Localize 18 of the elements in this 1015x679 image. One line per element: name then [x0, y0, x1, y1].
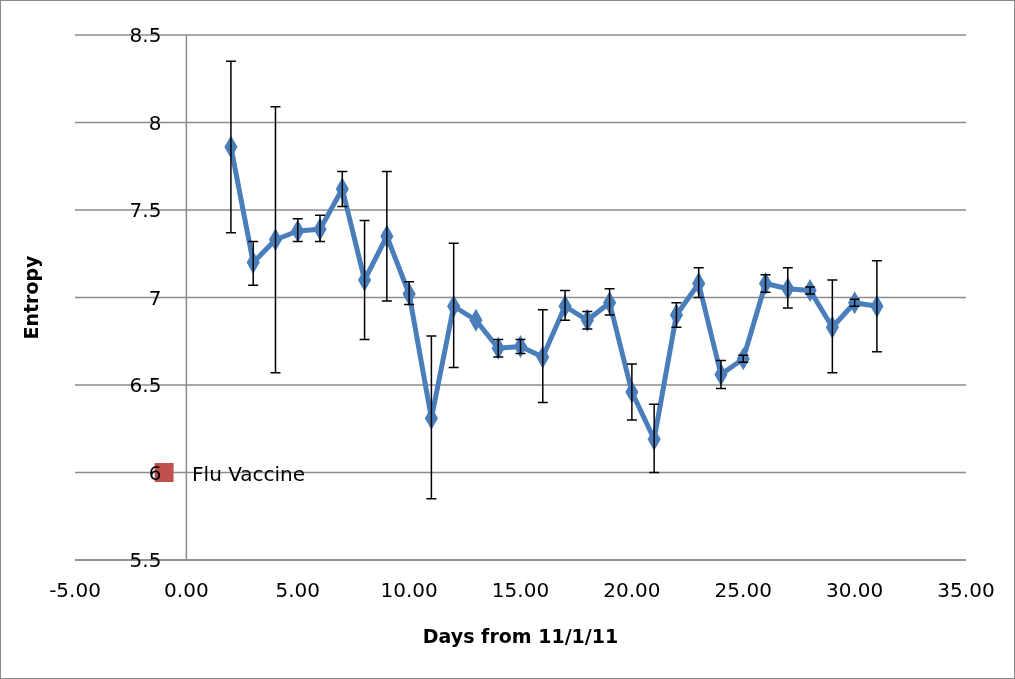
- y-tick-label: 8.5: [129, 23, 162, 47]
- series-label: Flu Vaccine: [192, 461, 306, 486]
- x-tick-label: 5.00: [275, 578, 321, 602]
- y-tick-label: 7: [148, 285, 162, 310]
- x-tick-label: 30.00: [825, 578, 884, 602]
- x-tick-label: 25.00: [714, 578, 772, 602]
- x-tick-label: -5.00: [49, 578, 101, 602]
- x-tick-label: 15.00: [491, 578, 550, 602]
- x-tick-label: 0.00: [164, 578, 209, 602]
- x-tick-label: 10.00: [380, 578, 438, 602]
- x-tick-label: 20.00: [603, 578, 661, 602]
- y-tick-label: 6.5: [129, 373, 162, 397]
- y-axis-title: Entropy: [20, 254, 42, 340]
- x-axis-title: Days from 11/1/11: [422, 625, 619, 647]
- y-tick-label: 7.5: [129, 198, 162, 222]
- y-tick-label: 5.5: [129, 548, 162, 572]
- x-tick-label: 35.00: [937, 578, 995, 602]
- y-tick-label: 8: [148, 110, 162, 135]
